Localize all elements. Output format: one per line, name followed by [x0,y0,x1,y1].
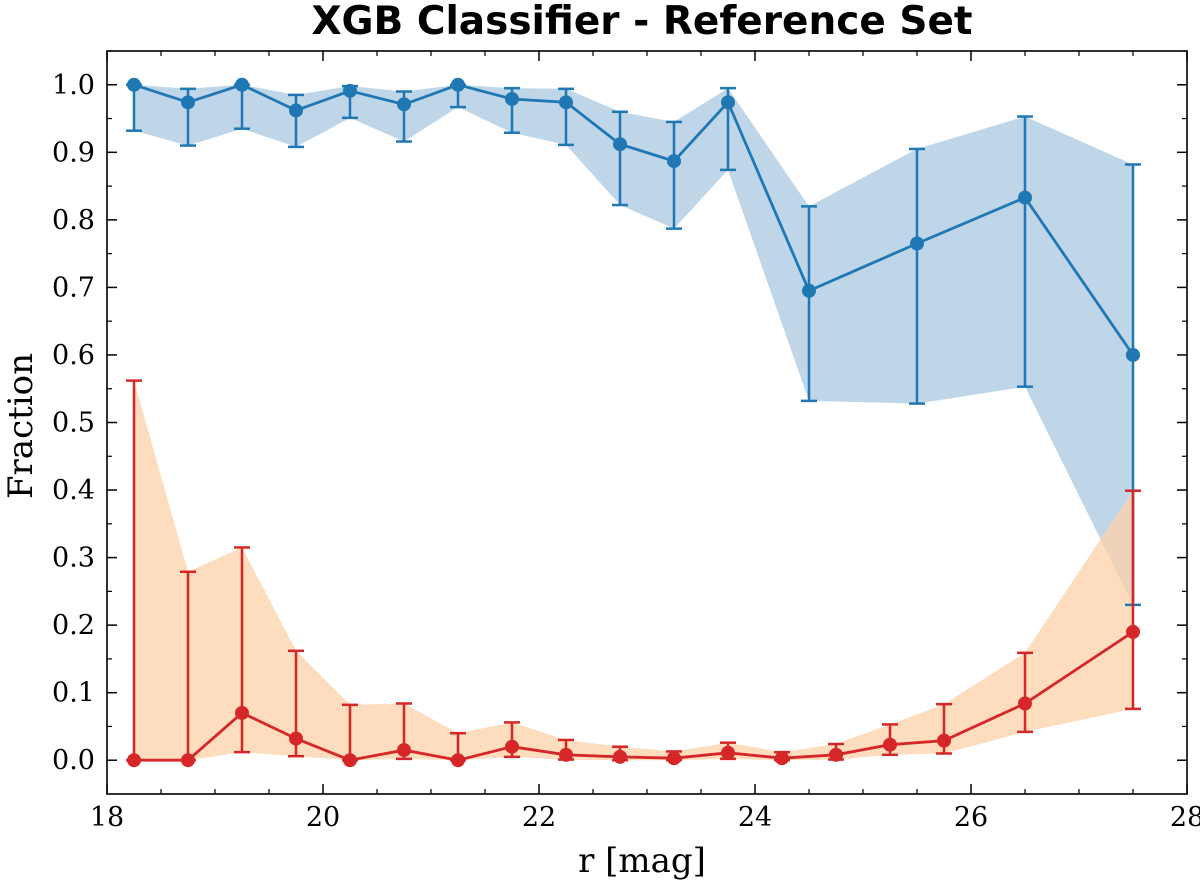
data-point [1018,190,1032,205]
x-tick-label: 18 [90,802,124,833]
data-point [559,747,573,762]
data-point [1126,624,1140,639]
x-tick-label: 22 [522,802,556,833]
data-point [235,77,249,92]
data-point [397,743,411,758]
y-tick-label: 0.3 [52,543,95,574]
data-point [883,737,897,752]
data-point [910,236,924,251]
data-point [667,154,681,169]
data-point [802,283,816,298]
data-point [397,97,411,112]
data-point [289,103,303,118]
data-point [613,749,627,764]
x-tick-label: 26 [954,802,988,833]
series-line-1 [133,83,1135,356]
band-series-1 [134,84,1133,605]
data-point [289,731,303,746]
y-tick-label: 0.4 [52,475,95,506]
x-tick-label: 24 [738,802,772,833]
data-point [721,95,735,110]
y-axis-label: Fraction [1,353,41,499]
data-point [1126,347,1140,362]
y-tick-label: 0.9 [52,137,95,168]
data-point [451,753,465,768]
data-point [127,753,141,768]
data-point [559,95,573,110]
data-point [181,753,195,768]
x-tick-label: 20 [306,802,340,833]
data-point [937,733,951,748]
y-tick-label: 0.0 [52,745,95,776]
data-point [127,77,141,92]
data-point [235,705,249,720]
data-point [1018,696,1032,711]
series-layer [126,77,1141,768]
data-point [343,83,357,98]
confidence-bands [134,84,1133,761]
data-point [667,751,681,766]
data-point [505,91,519,106]
y-tick-label: 0.7 [52,272,95,303]
chart-title: XGB Classifier - Reference Set [311,0,972,44]
data-point [451,77,465,92]
y-tick-label: 1.0 [52,70,95,101]
y-tick-label: 0.5 [52,408,95,439]
data-point [829,747,843,762]
data-point [775,751,789,766]
y-tick-label: 0.1 [52,678,95,709]
axes: 18 20 22 24 26 28 0.0 0.1 0.2 0.3 0.4 0.5 0.6 0.7 0.8 0… [52,50,1200,833]
data-point [181,95,195,110]
y-tick-label: 0.6 [52,340,95,371]
y-tick-label: 0.8 [52,205,95,236]
x-tick-label: 28 [1170,802,1200,833]
data-point [343,753,357,768]
data-point [613,137,627,152]
data-point [721,745,735,760]
x-axis-label: r [mag] [578,841,706,881]
series-line-2 [134,630,1134,762]
data-point [505,739,519,754]
y-tick-label: 0.2 [52,610,95,641]
band-series-2 [134,380,1133,761]
